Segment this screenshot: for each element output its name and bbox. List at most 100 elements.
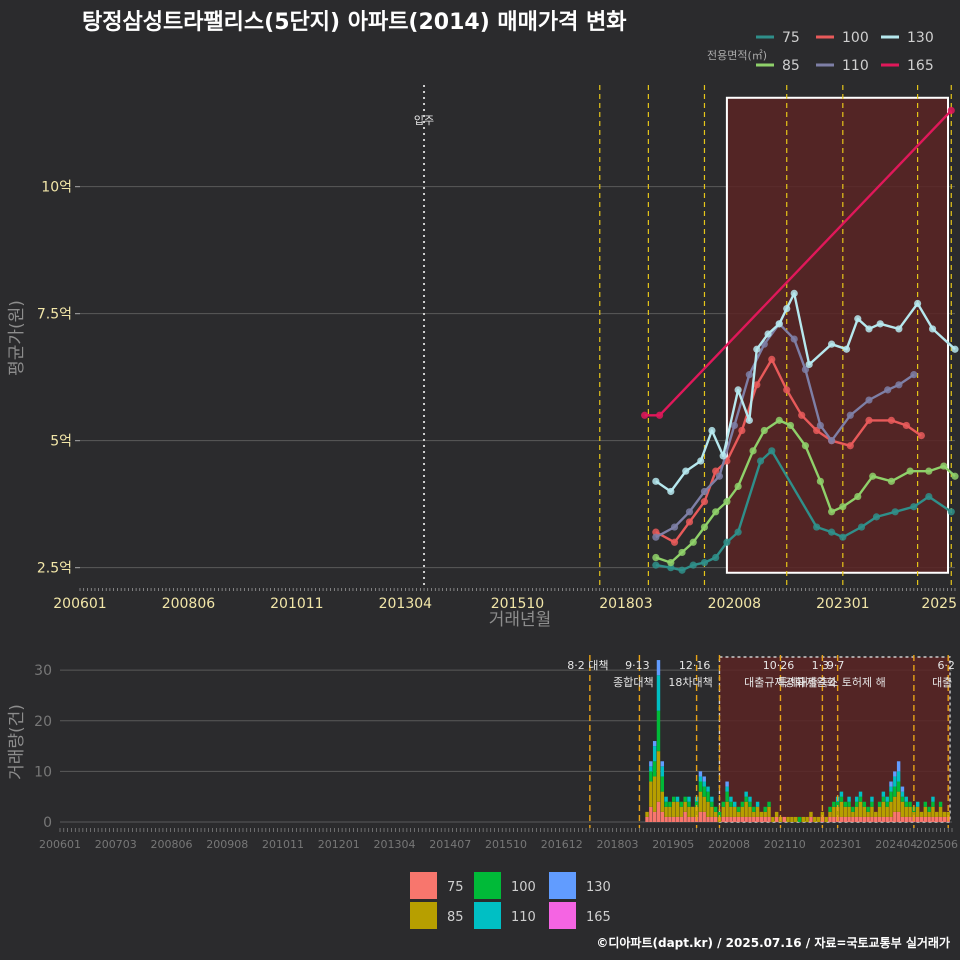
volume-bar-100	[862, 801, 867, 807]
policy-label: 종합대책	[613, 676, 653, 689]
series-130	[652, 289, 959, 496]
data-point-165	[655, 411, 664, 419]
volume-bar-85	[694, 806, 699, 817]
data-point-100	[887, 416, 896, 424]
volume-bar-85	[835, 806, 840, 817]
volume-bar-85	[931, 806, 935, 817]
data-point-85	[689, 538, 697, 546]
volume-legend-swatch	[410, 872, 437, 899]
data-point-130	[865, 325, 873, 333]
volume-bar-85	[740, 806, 745, 817]
volume-bar-75	[752, 816, 756, 822]
data-point-85	[951, 472, 959, 480]
volume-x-tick-label: 201011	[262, 838, 304, 851]
volume-bar-110	[706, 786, 710, 792]
chart-title: 탕정삼성트라팰리스(5단지) 아파트(2014) 매매가격 변화	[82, 10, 627, 35]
volume-bar-85	[881, 801, 886, 817]
volume-bar-85	[870, 806, 874, 817]
volume-bar-110	[744, 791, 748, 797]
volume-bar-85	[858, 801, 863, 817]
volume-bar-100	[828, 806, 832, 812]
volume-bar-85	[942, 811, 947, 817]
volume-bar-85	[820, 811, 825, 817]
volume-bar-100	[900, 796, 905, 802]
volume-bar-75	[927, 816, 931, 822]
data-point-85	[749, 447, 757, 455]
volume-bar-75	[736, 816, 741, 822]
volume-legend-item-100: 100	[474, 872, 536, 899]
volume-bar-100	[660, 776, 665, 792]
volume-bar-100	[752, 806, 756, 812]
volume-bar-85	[664, 806, 668, 817]
volume-bar-110	[725, 786, 729, 792]
volume-bar-85	[816, 816, 821, 822]
volume-legend-label: 75	[447, 880, 464, 895]
volume-bar-110	[847, 796, 851, 802]
volume-bar-110	[889, 786, 893, 792]
data-point-100	[700, 498, 709, 506]
volume-bar-75	[744, 816, 748, 822]
volume-highlight-region	[718, 656, 951, 823]
data-point-85	[906, 467, 914, 475]
volume-bar-110	[649, 766, 653, 772]
volume-x-tick-label: 202301	[820, 838, 862, 851]
volume-y-tick-label: 20	[34, 714, 52, 730]
volume-y-tick-label: 10	[34, 764, 52, 780]
volume-bar-85	[805, 816, 809, 822]
volume-x-tick-label: 201510	[485, 838, 527, 851]
data-point-165	[641, 411, 649, 419]
volume-bar-110	[904, 796, 908, 802]
volume-x-tick-label: 201612	[541, 838, 583, 851]
volume-bar-85	[721, 806, 725, 817]
x-axis-label: 거래년월	[489, 610, 552, 630]
volume-legend-label: 100	[511, 880, 536, 895]
volume-bar-75	[847, 816, 851, 822]
volume-bar-75	[679, 816, 684, 822]
policy-label: 규제완화	[796, 676, 836, 689]
legend-title: 전용면적(㎡)	[707, 49, 767, 62]
volume-bar-75	[851, 816, 855, 822]
data-point-85	[854, 492, 862, 501]
volume-bar-85	[832, 806, 836, 817]
data-point-75	[667, 564, 675, 572]
data-point-130	[708, 426, 716, 435]
y-tick-label: 7.5억	[37, 307, 72, 323]
volume-x-tick-label: 201803	[597, 838, 639, 851]
volume-bar-110	[839, 791, 844, 797]
volume-bar-75	[858, 816, 863, 822]
volume-bar-85	[702, 796, 706, 812]
data-point-75	[925, 492, 933, 501]
legend-item-130: 130	[881, 30, 934, 46]
volume-bar-130	[652, 741, 657, 747]
data-point-75	[678, 566, 686, 574]
data-point-75	[768, 447, 776, 455]
volume-bar-100	[877, 801, 882, 807]
volume-bar-100	[843, 801, 847, 807]
data-point-130	[775, 320, 783, 328]
legend-label-130: 130	[907, 30, 934, 46]
volume-bar-85	[733, 806, 737, 817]
volume-bar-75	[809, 816, 813, 822]
data-point-85	[775, 416, 783, 424]
y-axis-label: 평균가(원)	[7, 300, 27, 376]
volume-bar-100	[832, 801, 836, 807]
volume-bar-85	[744, 801, 748, 817]
data-point-75	[828, 528, 836, 536]
data-point-165	[947, 106, 955, 115]
volume-bar-85	[763, 811, 767, 817]
volume-bar-100	[702, 786, 706, 797]
volume-bar-85	[652, 776, 657, 812]
volume-bar-85	[713, 811, 718, 817]
volume-bar-75	[649, 806, 653, 822]
data-point-85	[816, 477, 824, 485]
series-line-100	[655, 358, 922, 544]
volume-bar-85	[900, 801, 905, 817]
volume-bar-100	[721, 801, 725, 807]
volume-bar-75	[767, 816, 771, 822]
legend-label-110: 110	[842, 58, 869, 74]
volume-bar-75	[656, 801, 661, 822]
volume-bar-85	[854, 806, 859, 817]
volume-bar-85	[706, 801, 710, 817]
volume-bar-110	[660, 766, 665, 777]
